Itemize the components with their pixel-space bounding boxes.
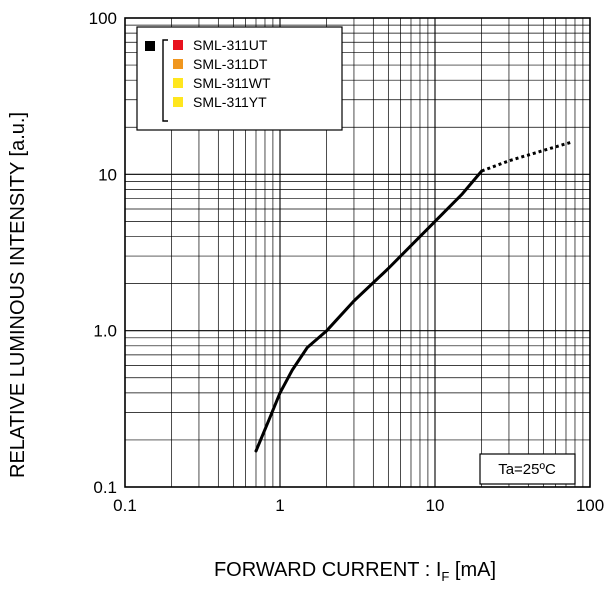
annotation-frame (479, 453, 576, 485)
x-axis-title-subscript: F (441, 569, 449, 584)
legend-box (136, 26, 343, 131)
series-group (254, 140, 572, 453)
annotation-label: Ta=25ºC (498, 461, 556, 478)
legend-swatch (173, 97, 183, 107)
legend-label: SML-311YT (193, 94, 267, 110)
x-tick-label: 10 (426, 496, 445, 515)
plot-frame (124, 17, 591, 488)
y-axis-title: RELATIVE LUMINOUS INTENSITY [a.u.] (7, 112, 29, 478)
legend-group-swatch (145, 41, 155, 51)
tick-labels: 0.1 1 10 100 0.1 1.0 10 100 (89, 9, 605, 515)
y-tick-label: 100 (89, 9, 117, 28)
annotation-box: Ta=25ºC (479, 453, 576, 485)
legend-entries: SML-311UT SML-311DT SML-311WT SML-311YT (173, 37, 271, 110)
x-axis-title-unit: [mA] (449, 559, 496, 581)
legend-swatch (173, 78, 183, 88)
x-tick-label: 1 (275, 496, 284, 515)
y-tick-label: 0.1 (93, 478, 117, 497)
series-line-extrapolated (481, 140, 572, 173)
x-axis-title-main: FORWARD CURRENT : I (214, 559, 441, 581)
legend: SML-311UT SML-311DT SML-311WT SML-311YT (136, 26, 343, 131)
legend-swatch (173, 40, 183, 50)
x-axis-title: FORWARD CURRENT : IF [mA] (214, 559, 496, 584)
legend-label: SML-311WT (193, 75, 271, 91)
y-tick-label: 1.0 (93, 322, 117, 341)
x-tick-label: 100 (576, 496, 604, 515)
legend-label: SML-311UT (193, 37, 268, 53)
legend-swatch (173, 59, 183, 69)
y-tick-label: 10 (98, 165, 117, 184)
legend-label: SML-311DT (193, 56, 268, 72)
legend-bracket (162, 39, 168, 122)
x-tick-label: 0.1 (113, 496, 137, 515)
series-line (254, 169, 484, 453)
